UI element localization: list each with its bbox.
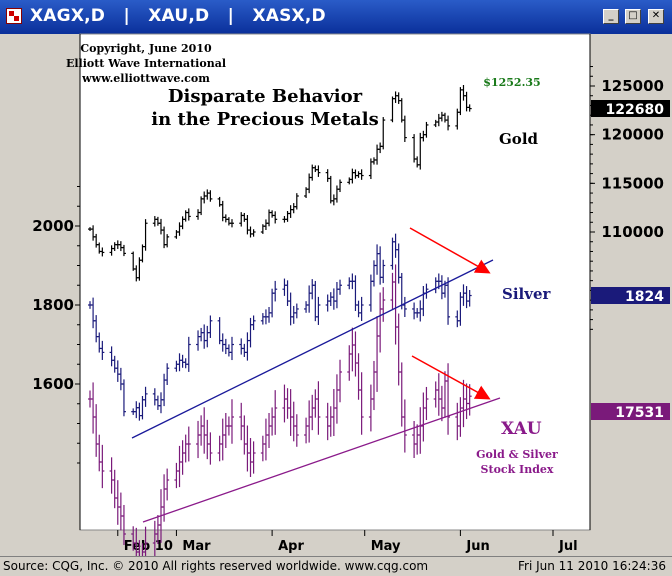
price-chart[interactable]: Feb 10 Mar Apr May Jun Jul 2000 1800 1600 125000 1… [0,0,672,556]
window-titlebar: XAGX,D | XAU,D | XASX,D _ □ ✕ [0,0,672,34]
right-tick-label: 125000 [601,77,664,95]
headline-line: Disparate Behavior [168,86,363,107]
x-tick-label: Jul [558,539,578,554]
series-label-xau: XAU [501,419,542,439]
last-value-badge [591,403,670,420]
copyright-line: Elliott Wave International [66,57,226,70]
copyright-line: Copyright, June 2010 [80,42,212,55]
series-label-gold: Gold [499,130,539,148]
x-tick-label: Feb 10 [124,539,173,554]
left-tick-label: 1800 [32,296,74,314]
copyright-line: www.elliottwave.com [81,72,210,85]
silver-divergence-arrow [409,227,491,274]
left-tick-label: 1600 [32,375,74,393]
left-tick-label: 2000 [32,217,74,235]
x-tick-label: Mar [182,539,211,554]
app-icon [6,8,22,24]
window-title: XAGX,D | XAU,D | XASX,D [30,6,326,26]
series-label-silver: Silver [502,285,551,303]
silver-trend-line [131,259,494,439]
last-value-badge [591,287,670,304]
xau-trend-line [142,397,501,523]
x-tick-label: Jun [465,539,489,554]
minimize-button[interactable]: _ [603,9,619,24]
headline-line: in the Precious Metals [151,109,378,130]
right-tick-label: 110000 [601,223,664,241]
last-value-label: 1824 [625,289,664,305]
plot-area[interactable] [79,33,591,531]
last-value-badge [591,100,670,117]
last-value-label: 122680 [606,102,665,118]
status-source: Source: CQG, Inc. © 2010 All rights rese… [3,559,429,573]
right-tick-label: 120000 [601,126,664,144]
xau-subtitle: Stock Index [481,463,554,476]
x-tick-label: Apr [278,539,304,554]
gold-high-label: $1252.35 [483,76,540,89]
maximize-button[interactable]: □ [625,9,641,24]
status-bar: Source: CQG, Inc. © 2010 All rights rese… [0,556,672,576]
x-tick-label: May [371,539,401,554]
last-value-label: 17531 [615,405,664,421]
xau-subtitle: Gold & Silver [476,448,558,461]
xau-divergence-arrow [411,355,491,400]
close-button[interactable]: ✕ [648,9,664,24]
right-tick-label: 115000 [601,174,664,192]
status-timestamp: Fri Jun 11 2010 16:24:36 [517,559,666,573]
